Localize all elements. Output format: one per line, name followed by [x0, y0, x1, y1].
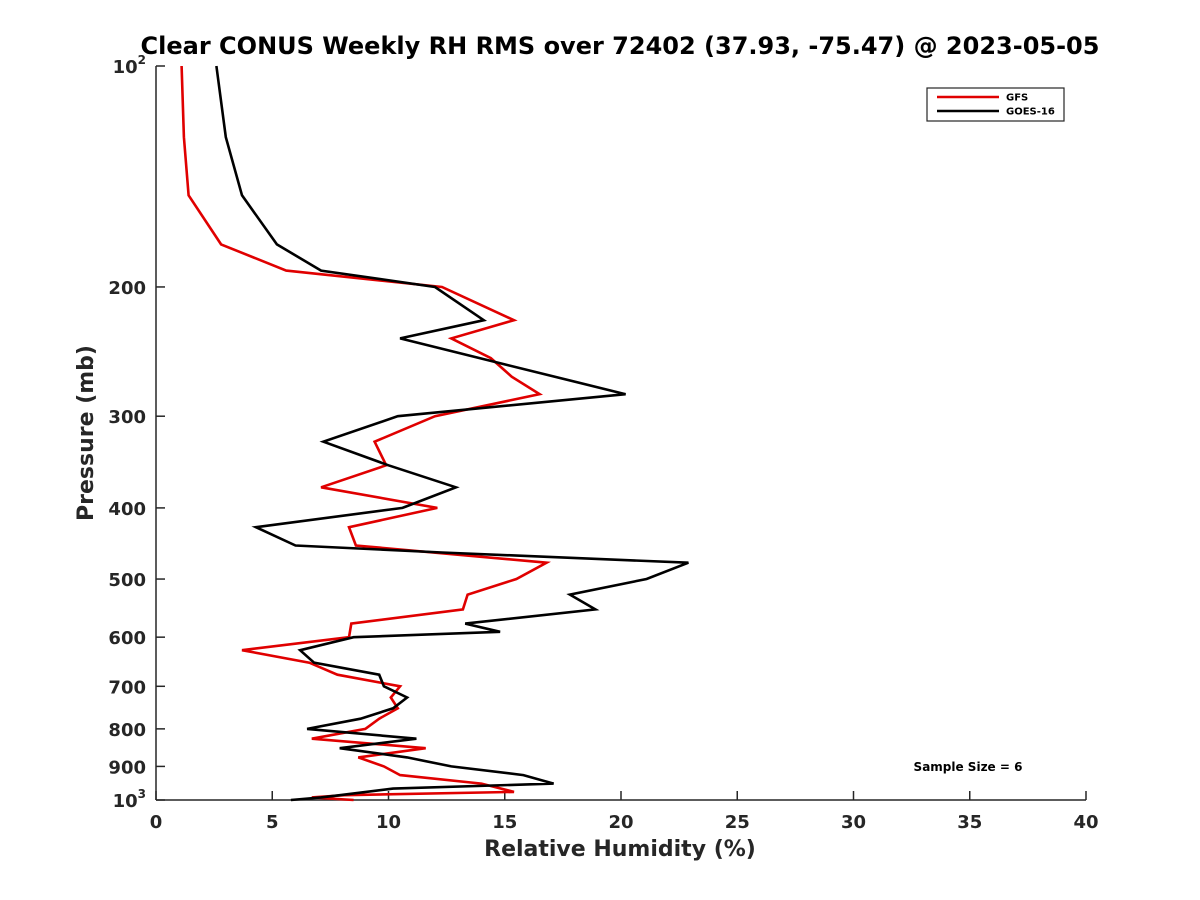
y-tick-label: 200: [108, 278, 146, 299]
y-axis-label: Pressure (mb): [74, 345, 99, 521]
y-tick-label: 600: [108, 628, 146, 649]
legend-label-gfs: GFS: [1006, 93, 1028, 104]
y-tick-label: 103: [113, 787, 146, 812]
legend-box: [926, 87, 1065, 122]
y-tick-label: 400: [108, 499, 146, 520]
y-tick-label: 900: [108, 757, 146, 778]
y-tick-label: 800: [108, 720, 146, 741]
y-tick-label: 500: [108, 570, 146, 591]
chart-title: Clear CONUS Weekly RH RMS over 72402 (37…: [141, 32, 1100, 60]
x-tick-label: 20: [608, 812, 633, 833]
series-line-goes-16: [215, 65, 689, 802]
x-tick-label: 30: [841, 812, 866, 833]
x-tick-label: 35: [957, 812, 982, 833]
x-tick-label: 40: [1073, 812, 1098, 833]
plot-area: 0 5 10 15 20 25 30 35 40 102 200 300 400 500 600 700 800…: [108, 53, 1098, 833]
sample-size-annotation: Sample Size = 6: [914, 760, 1023, 774]
x-tick-label: 0: [150, 812, 163, 833]
x-tick-label: 25: [725, 812, 750, 833]
y-tick-label: 102: [113, 53, 146, 78]
y-tick-label: 700: [108, 677, 146, 698]
legend-label-goes-16: GOES-16: [1006, 107, 1055, 118]
x-tick-label: 15: [492, 812, 517, 833]
series-line-gfs: [180, 65, 552, 802]
legend: GFS GOES-16: [926, 87, 1065, 122]
y-tick-label: 300: [108, 407, 146, 428]
x-tick-label: 5: [266, 812, 279, 833]
x-axis-label: Relative Humidity (%): [484, 837, 756, 862]
x-tick-label: 10: [376, 812, 401, 833]
